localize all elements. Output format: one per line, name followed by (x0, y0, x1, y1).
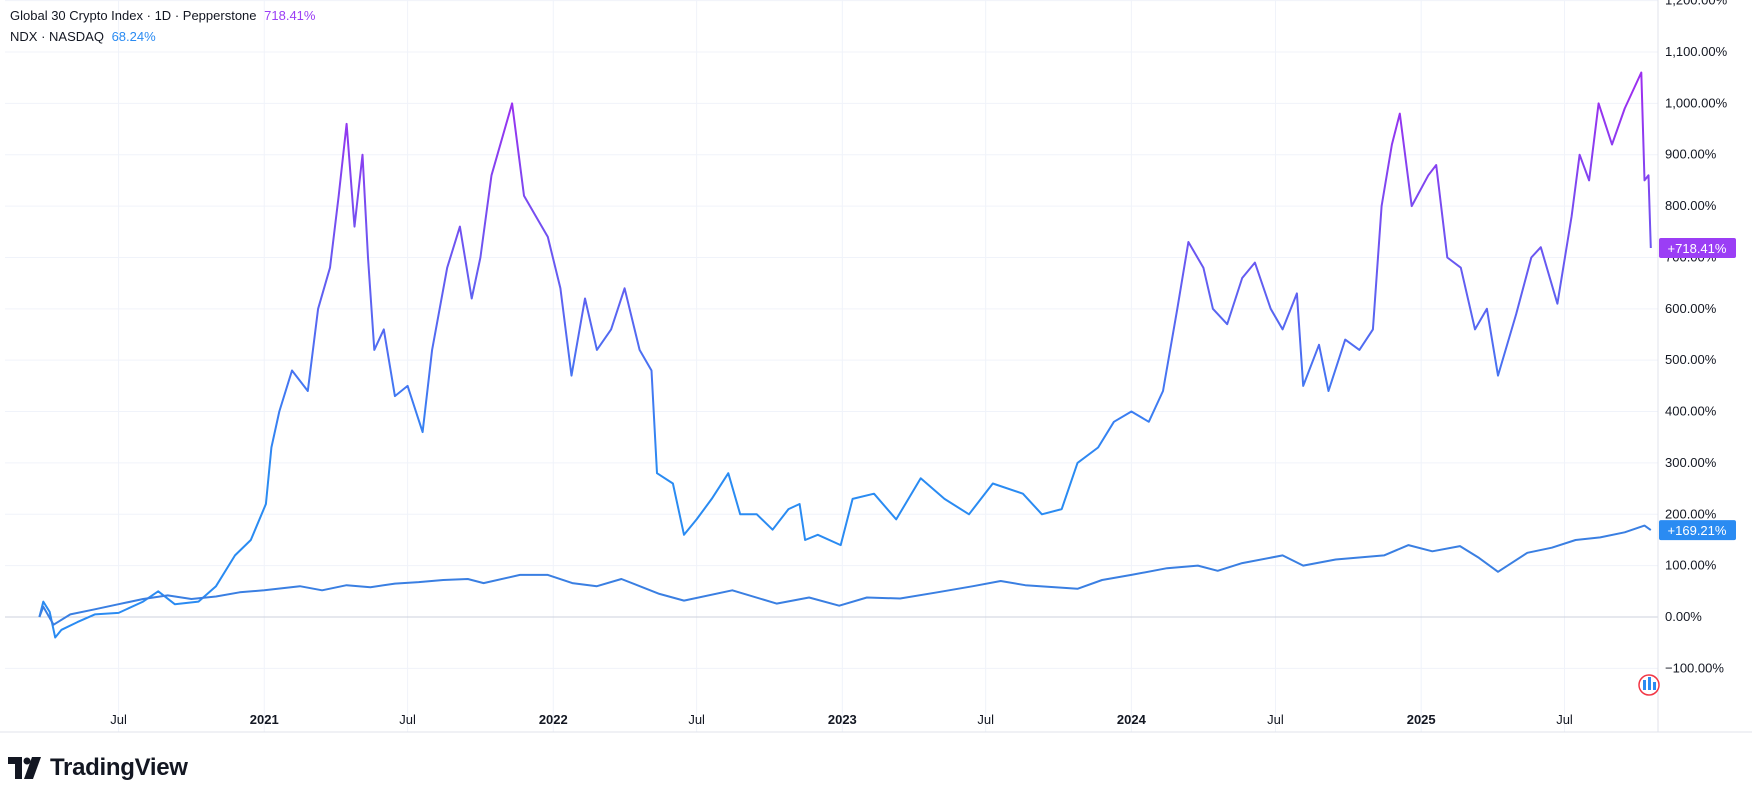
series-layer (38, 71, 1652, 639)
x-tick-label: Jul (1556, 712, 1573, 727)
x-tick-label: 2024 (1117, 712, 1147, 727)
time-scale[interactable]: Jul 2021 Jul 2022 Jul 2023 Jul 2024 Jul 2025 Jul (110, 712, 1573, 727)
x-tick-label: 2023 (828, 712, 857, 727)
y-tick-label: 900.00% (1665, 147, 1717, 162)
price-label-ndx: +169.21% (1659, 520, 1736, 541)
y-tick-label: 0.00% (1665, 609, 1702, 624)
legend-ndx-value: 68.24% (111, 29, 156, 44)
grid-lines (5, 0, 1658, 732)
legend-ndx-source: NASDAQ (49, 29, 104, 44)
price-scale[interactable]: 1,200.00% 1,100.00% 1,000.00% 900.00% 800.00… (1665, 0, 1728, 675)
tradingview-logo[interactable]: TradingView (8, 754, 188, 782)
y-tick-label: 400.00% (1665, 404, 1717, 419)
x-tick-label: 2021 (250, 712, 279, 727)
svg-text:+169.21%: +169.21% (1668, 523, 1727, 538)
svg-text:+718.41%: +718.41% (1668, 241, 1727, 256)
x-tick-label: Jul (110, 712, 127, 727)
x-tick-label: 2022 (539, 712, 568, 727)
legend-row-crypto[interactable]: Global 30 Crypto Index · 1D · Pepperston… (10, 8, 315, 23)
y-tick-label: 600.00% (1665, 301, 1717, 316)
y-tick-label: 1,100.00% (1665, 44, 1728, 59)
price-label-crypto: +718.41% (1659, 237, 1736, 258)
y-tick-label: 100.00% (1665, 558, 1717, 573)
y-tick-label: 800.00% (1665, 198, 1717, 213)
legend-crypto-interval: 1D (154, 8, 172, 23)
legend-separator: · (146, 8, 151, 23)
legend-crypto-value: 718.41% (264, 8, 316, 23)
tradingview-logo-icon (8, 757, 41, 779)
x-tick-label: Jul (688, 712, 705, 727)
x-tick-label: Jul (1267, 712, 1284, 727)
alert-icon[interactable] (1638, 674, 1660, 696)
series-line-crypto (38, 71, 1652, 639)
legend-separator: · (174, 8, 180, 23)
x-tick-label: Jul (399, 712, 416, 727)
x-tick-label: 2025 (1407, 712, 1436, 727)
y-tick-label: 500.00% (1665, 352, 1717, 367)
legend-crypto-source: Pepperstone (182, 8, 257, 23)
y-tick-label: −100.00% (1665, 660, 1724, 675)
series-line-ndx (38, 524, 1652, 626)
legend-ndx-name: NDX (10, 29, 38, 44)
y-tick-label: 1,200.00% (1665, 0, 1728, 8)
tradingview-wordmark: TradingView (50, 754, 188, 781)
legend-separator: · (41, 29, 46, 44)
y-tick-label: 1,000.00% (1665, 95, 1728, 110)
legend-crypto-name: Global 30 Crypto Index (10, 8, 143, 23)
y-tick-label: 300.00% (1665, 455, 1717, 470)
y-tick-label: 200.00% (1665, 506, 1717, 521)
x-tick-label: Jul (977, 712, 994, 727)
legend-row-ndx[interactable]: NDX · NASDAQ 68.24% (10, 29, 156, 44)
price-labels: +718.41% +169.21% (1659, 237, 1736, 541)
